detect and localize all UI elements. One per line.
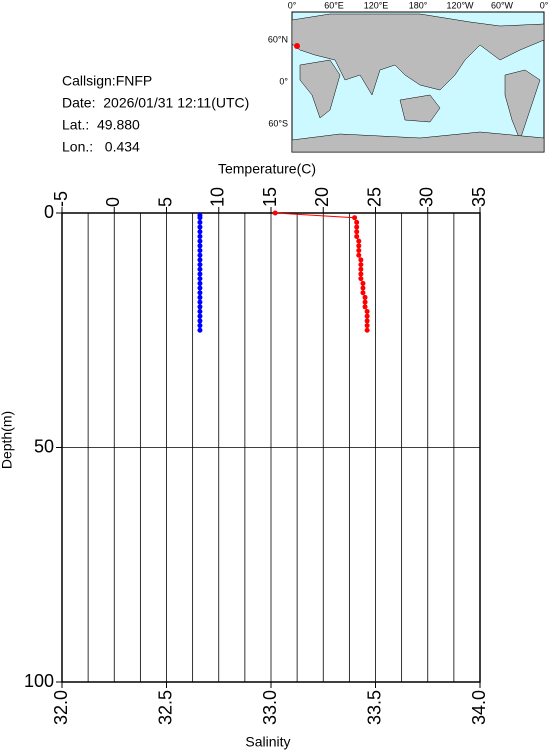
profile-point xyxy=(356,252,362,258)
profile-point xyxy=(197,257,203,263)
profile-point xyxy=(364,323,370,329)
profile-point xyxy=(197,243,203,249)
x-tick-label: 32.5 xyxy=(155,690,175,725)
x-tick-label: 32.0 xyxy=(51,690,71,725)
profile-point xyxy=(197,280,203,286)
profile-point xyxy=(356,243,362,249)
profile-point xyxy=(197,224,203,230)
x2-tick-label: 15 xyxy=(260,187,280,207)
profile-point xyxy=(354,224,360,230)
profile-point xyxy=(358,266,364,272)
map-land xyxy=(504,69,541,141)
profile-point xyxy=(364,327,370,333)
profile-point xyxy=(197,266,203,272)
profile-point xyxy=(358,271,364,277)
location-dot xyxy=(294,43,300,49)
profile-point xyxy=(356,238,362,244)
map-lon-label: 120°E xyxy=(364,0,389,10)
map-lon-label: 0° xyxy=(540,0,549,10)
x-tick-label: 34.0 xyxy=(469,690,489,725)
profile-point xyxy=(197,219,203,225)
x2-tick-label: 25 xyxy=(364,187,384,207)
profile-point xyxy=(197,252,203,258)
profile-point xyxy=(360,290,366,296)
map-lon-label: 0° xyxy=(288,0,297,10)
profile-point xyxy=(362,294,368,300)
y-axis-title: Depth(m) xyxy=(0,411,15,469)
profile-point xyxy=(197,313,203,319)
profile-point xyxy=(197,318,203,324)
profile-point xyxy=(197,294,203,300)
map-lat-label: 0° xyxy=(279,76,288,86)
profile-point xyxy=(362,299,368,305)
profile-point xyxy=(197,285,203,291)
profile-point xyxy=(197,233,203,239)
map-lon-label: 180° xyxy=(409,0,428,10)
profile-point xyxy=(197,323,203,329)
profile-point xyxy=(197,299,203,305)
profile-point xyxy=(352,215,358,221)
profile-point xyxy=(197,308,203,314)
x-tick-label: 33.5 xyxy=(364,690,384,725)
x2-tick-label: 30 xyxy=(417,187,437,207)
info-text: Lat.: 49.880 xyxy=(62,117,140,133)
profile-point xyxy=(197,304,203,310)
profile-point xyxy=(364,308,370,314)
profile-line xyxy=(275,212,368,331)
profile-point xyxy=(197,327,203,333)
info-text: Date: 2026/01/31 12:11(UTC) xyxy=(62,95,249,111)
x2-tick-label: 20 xyxy=(312,187,332,207)
profile-point xyxy=(360,285,366,291)
x2-tick-label: 5 xyxy=(155,197,175,207)
x-axis-title: Salinity xyxy=(245,734,290,750)
map-lat-label: 60°N xyxy=(268,34,288,44)
profile-point xyxy=(272,210,278,216)
world-map xyxy=(291,11,545,153)
profile-point xyxy=(354,229,360,235)
map-land xyxy=(291,131,545,153)
map-land xyxy=(291,13,545,96)
profile-point xyxy=(197,248,203,254)
profile-point xyxy=(364,318,370,324)
profile-point xyxy=(362,304,368,310)
map-lon-label: 60°E xyxy=(324,0,344,10)
profile-point xyxy=(356,248,362,254)
info-text: Callsign:FNFP xyxy=(62,73,152,89)
profile-point xyxy=(197,215,203,221)
map-land xyxy=(299,59,341,119)
y-tick-label: 0 xyxy=(44,202,54,222)
info-text: Lon.: 0.434 xyxy=(62,139,140,155)
profile-point xyxy=(197,262,203,268)
y-tick-label: 100 xyxy=(24,671,54,691)
profile-point xyxy=(360,280,366,286)
x-tick-label: 33.0 xyxy=(260,690,280,725)
map-lon-label: 60°W xyxy=(491,0,514,10)
map-lon-label: 120°W xyxy=(446,0,474,10)
x2-tick-label: 0 xyxy=(103,197,123,207)
y-tick-label: 50 xyxy=(34,436,54,456)
profile-point xyxy=(354,233,360,239)
profile-point xyxy=(197,271,203,277)
profile-point xyxy=(358,276,364,282)
profile-point xyxy=(358,257,364,263)
profile-point xyxy=(197,229,203,235)
profile-point xyxy=(354,219,360,225)
profile-point xyxy=(197,276,203,282)
x2-axis-title: Temperature(C) xyxy=(218,161,316,177)
profile-point xyxy=(197,290,203,296)
map-lat-label: 60°S xyxy=(268,118,288,128)
x2-tick-label: 35 xyxy=(469,187,489,207)
x2-tick-label: -5 xyxy=(51,191,71,207)
profile-point xyxy=(197,238,203,244)
x2-tick-label: 10 xyxy=(208,187,228,207)
map-land xyxy=(399,94,441,123)
profile-point xyxy=(364,313,370,319)
profile-point xyxy=(358,262,364,268)
